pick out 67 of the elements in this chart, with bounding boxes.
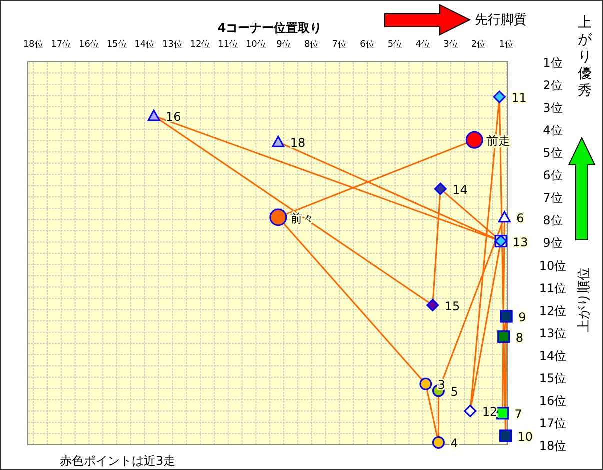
x-tick-label: 11位: [218, 39, 239, 50]
x-tick-label: 8位: [304, 39, 320, 50]
point: [434, 182, 447, 196]
point: [432, 436, 445, 449]
point: [493, 90, 506, 104]
annotation: 13: [513, 235, 528, 250]
text: 上がり優秀: [578, 15, 593, 99]
x-tick-label: 5位: [388, 39, 403, 50]
y-tick-label: 8位: [543, 214, 563, 228]
y-tick-label: 5位: [543, 146, 563, 160]
y-tick-label: 17位: [539, 416, 567, 430]
x-tick-label: 2位: [471, 39, 486, 50]
text: 赤色ポイントは近3走: [60, 454, 176, 468]
y-tick-label: 14位: [539, 348, 567, 363]
annotation: 16: [166, 110, 182, 124]
annotation: 3: [438, 378, 446, 392]
annotation: 9: [518, 310, 526, 325]
x-tick-label: 10位: [246, 39, 266, 50]
point: [496, 407, 509, 420]
x-tick-label: 17位: [51, 39, 72, 50]
point: [148, 110, 160, 122]
x-tick-label: 16位: [78, 39, 100, 50]
annotation: 12: [482, 405, 498, 420]
y-tick-label: 4位: [543, 124, 563, 138]
y-tick-label: 18位: [539, 439, 567, 453]
annotation: 18: [290, 136, 306, 150]
point: [498, 330, 510, 344]
y-axis-title: 上がり順位: [577, 268, 592, 332]
y-tick-label: 3位: [543, 101, 563, 116]
x-tick-label: 12位: [190, 39, 211, 50]
y-tick-label: 7位: [543, 191, 563, 206]
annotation: 6: [516, 211, 524, 226]
y-tick-label: 9位: [543, 236, 563, 250]
x-tick-label: 18位: [23, 39, 44, 50]
y-tick-label: 12位: [539, 304, 567, 318]
y-tick-label: 11位: [539, 281, 567, 296]
annotation: 7: [514, 407, 522, 422]
x-tick-label: 14位: [134, 39, 156, 50]
annotation: 14: [452, 183, 468, 198]
point: [426, 299, 440, 312]
x-axis-title: 4コーナー位置取り: [218, 21, 322, 35]
annotation: 15: [444, 299, 460, 314]
annotation: 4: [450, 436, 458, 451]
y-tick-label: 1位: [543, 56, 563, 70]
y-tick-label: 2位: [543, 78, 563, 93]
y-tick-label: 10位: [539, 258, 567, 273]
point: [272, 136, 285, 148]
y-tick-label: 13位: [539, 326, 567, 340]
y-tick-label: 15位: [539, 371, 567, 386]
x-tick-label: 4位: [416, 39, 430, 50]
x-tick-label: 3位: [444, 39, 458, 50]
annotation: 11: [512, 91, 527, 106]
x-tick-label: 7位: [332, 39, 348, 50]
x-tick-label: 6位: [360, 39, 375, 50]
point: [500, 430, 512, 442]
x-tick-label: 1位: [499, 39, 514, 50]
annotation: 10: [518, 430, 534, 444]
x-tick-label: 13位: [162, 39, 183, 50]
x-tick-label: 9位: [276, 39, 292, 50]
y-tick-label: 6位: [543, 168, 563, 183]
point: [420, 378, 432, 390]
y-tick-label: 16位: [539, 394, 567, 408]
x-tick-label: 15位: [106, 39, 128, 50]
annotation: 8: [516, 330, 524, 345]
point: [500, 310, 513, 323]
text: 先行脚質: [475, 13, 527, 28]
annotation: 5: [450, 384, 458, 399]
